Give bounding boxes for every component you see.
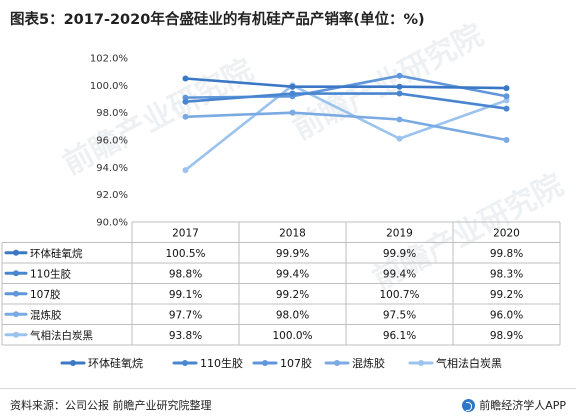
chart-title: 图表5：2017-2020年合盛硅业的有机硅产品产销率(单位：%)	[10, 12, 425, 28]
table-series-key-marker	[13, 311, 19, 318]
x-category-label: 2020	[493, 228, 520, 240]
data-point	[182, 98, 189, 105]
data-label: 99.9%	[383, 248, 416, 260]
table-series-name: 110生胶	[30, 267, 72, 280]
legend-label: 环体硅氧烷	[88, 356, 143, 370]
chart-area: 前瞻产业研究院 前瞻产业研究院前瞻产业研究院102.0%100.0%98.0%96…	[1, 18, 569, 370]
data-label: 99.4%	[383, 268, 416, 280]
legend-key-marker	[70, 360, 76, 366]
data-label: 97.7%	[169, 309, 202, 321]
data-label: 99.2%	[490, 289, 523, 301]
data-point	[396, 83, 403, 90]
legend-label: 107胶	[280, 356, 312, 370]
data-point	[503, 85, 510, 92]
y-tick-label: 90.0%	[96, 218, 128, 229]
data-point	[396, 116, 403, 123]
legend-label: 混炼胶	[352, 356, 385, 370]
y-tick-label: 102.0%	[90, 54, 128, 65]
y-tick-label: 98.0%	[96, 108, 128, 119]
series-line	[185, 111, 507, 142]
data-label: 98.3%	[490, 268, 523, 280]
data-point	[182, 113, 189, 120]
brand: 前瞻经济学人APP	[462, 397, 566, 413]
data-label: 99.1%	[169, 289, 202, 301]
data-point	[289, 90, 296, 97]
table-series-key-marker	[13, 249, 19, 256]
footer: 资料来源：公司公报 前瞻产业研究院整理 前瞻经济学人APP	[0, 388, 576, 419]
data-point	[503, 105, 510, 112]
data-label: 96.1%	[383, 330, 416, 342]
brand-name: 前瞻经济学人APP	[479, 399, 566, 412]
table-series-name: 气相法白炭黑	[30, 329, 93, 342]
series-line	[185, 92, 507, 110]
x-category-label: 2019	[386, 228, 413, 240]
data-point	[182, 167, 189, 174]
data-point	[503, 93, 510, 100]
y-tick-label: 92.0%	[96, 190, 128, 201]
data-point	[182, 75, 189, 82]
series-line	[184, 84, 507, 172]
watermark-text: 前瞻产业研究院	[287, 18, 489, 147]
y-tick-label: 100.0%	[90, 81, 128, 92]
data-point	[503, 137, 510, 143]
data-label: 100.5%	[165, 248, 205, 260]
data-point	[396, 72, 403, 79]
data-label: 93.8%	[169, 330, 202, 342]
series-line	[185, 77, 507, 90]
table-series-name: 环体硅氧烷	[30, 247, 83, 260]
table-series-name: 107胶	[30, 288, 61, 301]
x-category-label: 2018	[279, 228, 306, 240]
data-point	[289, 83, 296, 90]
data-point	[503, 97, 510, 104]
legend-key-marker	[262, 360, 268, 366]
table-series-key-marker	[13, 331, 19, 338]
legend-label: 110生胶	[200, 356, 243, 370]
data-label: 100.0%	[272, 330, 312, 342]
data-label: 96.0%	[490, 309, 523, 321]
y-tick-label: 94.0%	[96, 163, 128, 174]
data-label: 98.0%	[276, 309, 309, 321]
legend-key-marker	[334, 360, 340, 366]
data-label: 98.9%	[490, 330, 523, 342]
data-label: 100.7%	[379, 289, 419, 301]
y-tick-label: 96.0%	[96, 136, 128, 147]
x-category-label: 2017	[172, 228, 199, 240]
legend-key-marker	[182, 360, 188, 366]
brand-logo-icon	[462, 398, 476, 412]
source-note: 资料来源：公司公报 前瞻产业研究院整理	[10, 399, 212, 412]
table-series-key-marker	[13, 270, 19, 277]
table-series-name: 混炼胶	[30, 308, 62, 321]
watermark-text: 前瞻产业研究院	[57, 53, 259, 182]
data-label: 99.8%	[490, 248, 523, 260]
table-series-key-marker	[13, 290, 19, 297]
data-point	[289, 109, 296, 116]
data-label: 97.5%	[383, 309, 416, 321]
data-point	[396, 135, 403, 142]
data-label: 99.2%	[276, 289, 309, 301]
data-point	[396, 90, 403, 97]
legend-label: 气相法白炭黑	[436, 356, 502, 370]
legend-key-marker	[418, 360, 424, 366]
data-label: 99.9%	[276, 248, 309, 260]
data-point	[182, 94, 189, 101]
data-label: 99.4%	[276, 268, 309, 280]
data-label: 98.8%	[169, 268, 202, 280]
